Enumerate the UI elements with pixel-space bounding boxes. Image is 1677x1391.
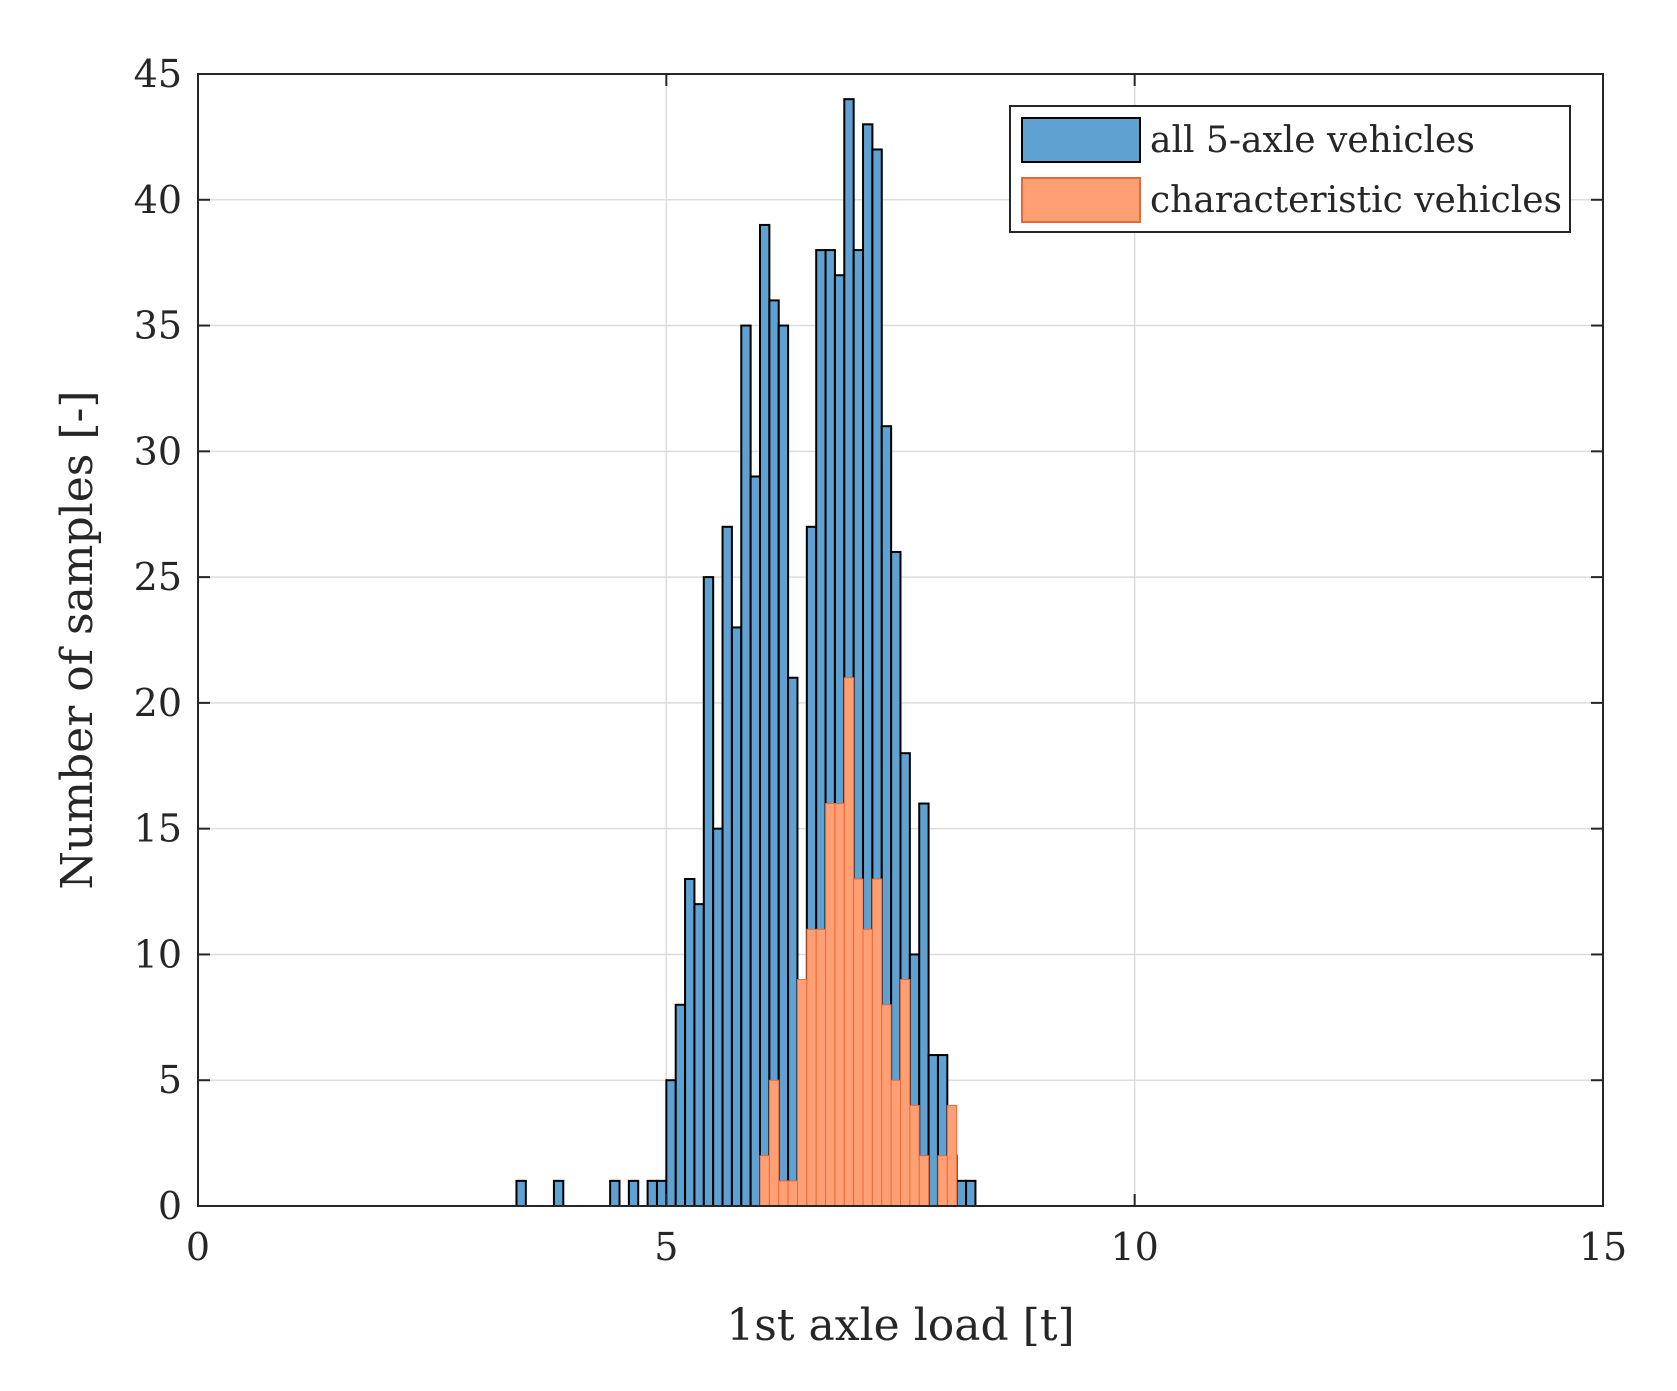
y-tick-label: 40 <box>134 178 182 222</box>
histogram-bar <box>853 878 864 1207</box>
histogram-bar <box>871 878 883 1207</box>
histogram-bar <box>693 903 705 1208</box>
histogram-bar <box>787 1180 798 1207</box>
series-1 <box>759 677 958 1207</box>
histogram-bar <box>918 1155 930 1207</box>
histogram-bar <box>665 1079 677 1207</box>
histogram-bar <box>918 802 930 1207</box>
tick-labels: 0 5 10 15 0 5 10 15 20 25 30 35 40 45 <box>134 52 1628 1269</box>
histogram-bar <box>702 576 715 1207</box>
histogram-bar <box>955 1179 968 1208</box>
histogram-bar <box>965 1179 977 1208</box>
histogram-bar <box>674 1003 687 1207</box>
axis-ticks <box>197 73 1604 1207</box>
histogram-bar <box>730 626 743 1207</box>
histogram-bar <box>712 827 724 1208</box>
histogram-bar <box>627 1179 640 1208</box>
histogram-bar <box>787 676 799 1207</box>
histogram-bar <box>721 525 733 1207</box>
histogram-bar <box>806 928 817 1207</box>
y-tick-label: 25 <box>134 555 182 599</box>
histogram-bar <box>815 928 827 1207</box>
histogram-bar <box>937 1155 948 1207</box>
x-tick-label: 15 <box>1579 1225 1627 1269</box>
y-tick-label: 15 <box>134 807 182 851</box>
histogram-bar <box>749 475 762 1207</box>
y-tick-label: 10 <box>134 932 182 976</box>
plot-area-frame <box>197 73 1604 1207</box>
histogram-bar <box>684 877 696 1207</box>
histogram-bar <box>768 1079 780 1207</box>
histogram-bar <box>834 803 845 1207</box>
histogram-bar <box>655 1179 668 1208</box>
y-tick-label: 30 <box>134 429 182 473</box>
histogram-bar <box>881 1004 892 1207</box>
legend-swatch-all-vehicles <box>1021 117 1141 163</box>
histogram-bar <box>759 1155 770 1207</box>
y-tick-label: 5 <box>158 1058 182 1102</box>
legend-swatch-characteristic-vehicles <box>1021 177 1141 223</box>
histogram-bar <box>900 979 911 1207</box>
histogram-bar <box>843 677 855 1207</box>
histogram-bar <box>946 1104 958 1207</box>
histogram-bar <box>552 1179 565 1208</box>
y-tick-label: 20 <box>134 681 182 725</box>
histogram-bar <box>909 1104 920 1207</box>
legend-label-characteristic-vehicles: characteristic vehicles <box>1150 180 1562 221</box>
histogram-bar <box>646 1179 658 1208</box>
histogram-bar <box>759 223 771 1207</box>
histogram-bar <box>862 928 873 1207</box>
x-tick-label: 5 <box>654 1225 678 1269</box>
histogram-bar <box>778 1180 789 1207</box>
x-tick-label: 10 <box>1110 1225 1158 1269</box>
histogram-bar <box>768 299 780 1207</box>
histogram-bar <box>796 979 808 1207</box>
histogram-bar <box>609 1179 621 1208</box>
histogram-bar <box>777 324 790 1207</box>
x-tick-label: 0 <box>186 1225 210 1269</box>
histogram-bar <box>825 803 836 1207</box>
legend-label-all-vehicles: all 5-axle vehicles <box>1150 120 1475 161</box>
y-tick-label: 0 <box>158 1184 182 1228</box>
histogram-bar <box>927 1054 939 1207</box>
legend: all 5-axle vehicles characteristic vehic… <box>1009 105 1571 233</box>
histogram-bar <box>740 324 752 1207</box>
x-axis-title: 1st axle load [t] <box>726 1300 1074 1351</box>
histogram-bar <box>890 1079 902 1207</box>
histogram-bar <box>515 1179 527 1208</box>
y-tick-label: 45 <box>134 52 182 96</box>
y-tick-label: 35 <box>134 304 182 348</box>
y-axis-title: Number of samples [-] <box>52 390 103 889</box>
